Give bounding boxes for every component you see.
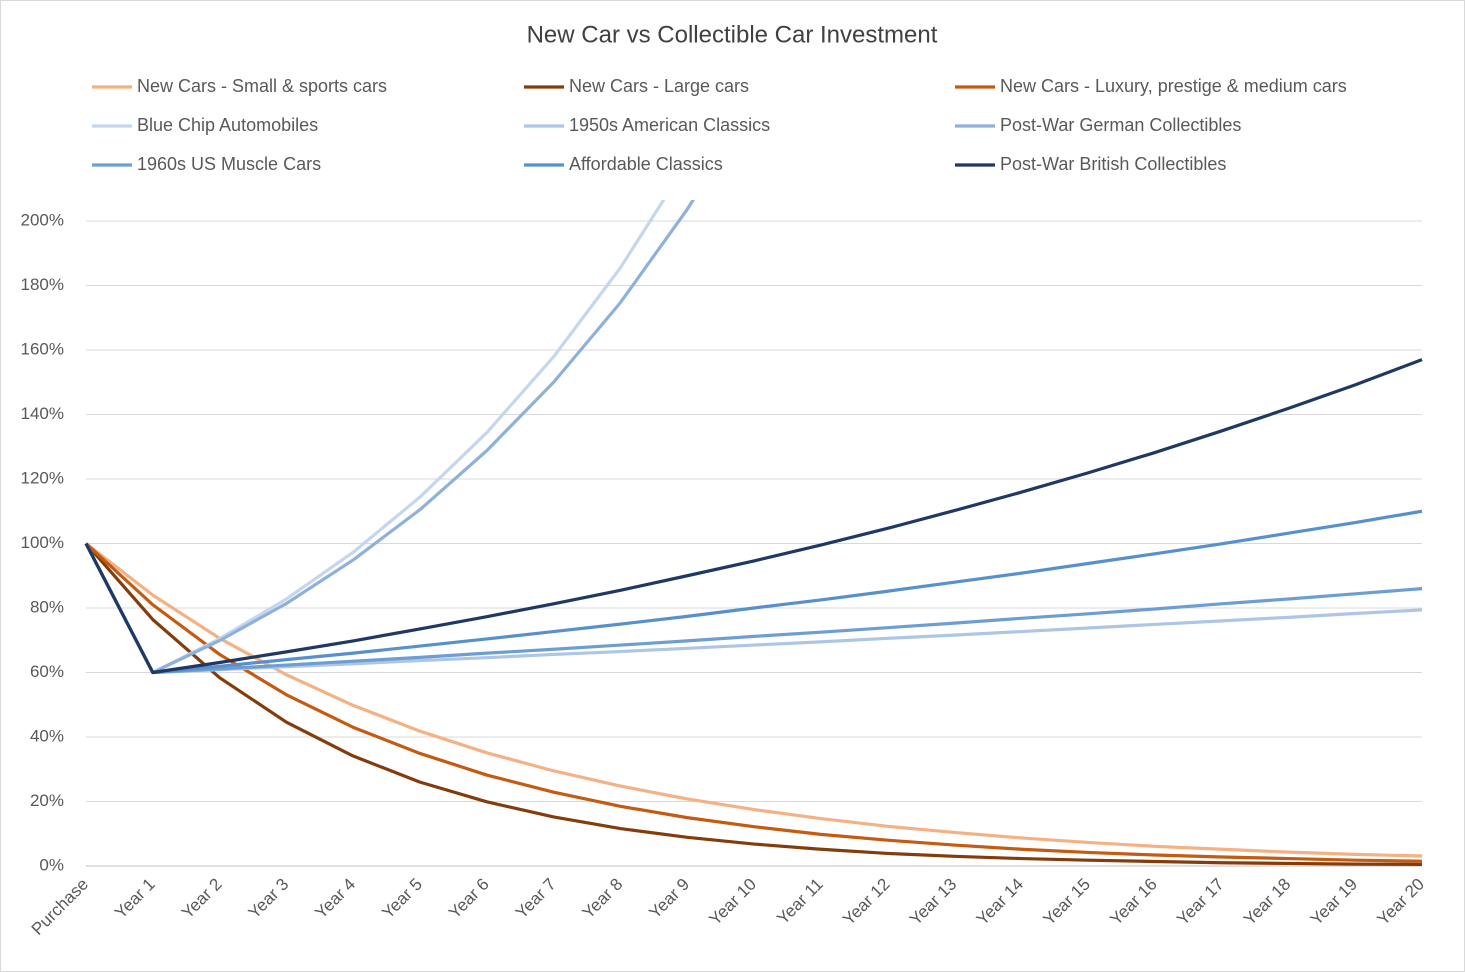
series-line <box>84 509 1423 675</box>
series-line <box>84 358 1423 675</box>
y-tick-label: 60% <box>30 662 64 681</box>
legend-label: Blue Chip Automobiles <box>137 115 318 135</box>
y-tick-label: 40% <box>30 726 64 745</box>
legend-label: Post-War British Collectibles <box>1000 154 1226 174</box>
y-tick-label: 100% <box>21 533 64 552</box>
legend-label: 1950s American Classics <box>569 115 770 135</box>
series-line <box>84 200 666 675</box>
legend-label: New Cars - Large cars <box>569 76 749 96</box>
legend-label: New Cars - Small & sports cars <box>137 76 387 96</box>
series-line <box>84 542 1423 866</box>
y-tick-label: 180% <box>21 275 64 294</box>
legend-label: New Cars - Luxury, prestige & medium car… <box>1000 76 1347 96</box>
legend-label: 1960s US Muscle Cars <box>137 154 321 174</box>
y-tick-label: 0% <box>39 855 64 874</box>
y-tick-label: 120% <box>21 468 64 487</box>
series-line <box>85 542 1423 858</box>
series-line <box>84 200 695 675</box>
series-line <box>84 542 1423 863</box>
series-line <box>84 542 1423 675</box>
y-tick-label: 160% <box>21 339 64 358</box>
legend-label: Affordable Classics <box>569 154 723 174</box>
y-tick-label: 20% <box>30 791 64 810</box>
series-line <box>84 542 1423 675</box>
legend-label: Post-War German Collectibles <box>1000 115 1241 135</box>
y-tick-label: 80% <box>30 597 64 616</box>
chart-title: New Car vs Collectible Car Investment <box>527 21 938 48</box>
y-tick-label: 140% <box>21 404 64 423</box>
y-tick-label: 200% <box>21 210 64 229</box>
